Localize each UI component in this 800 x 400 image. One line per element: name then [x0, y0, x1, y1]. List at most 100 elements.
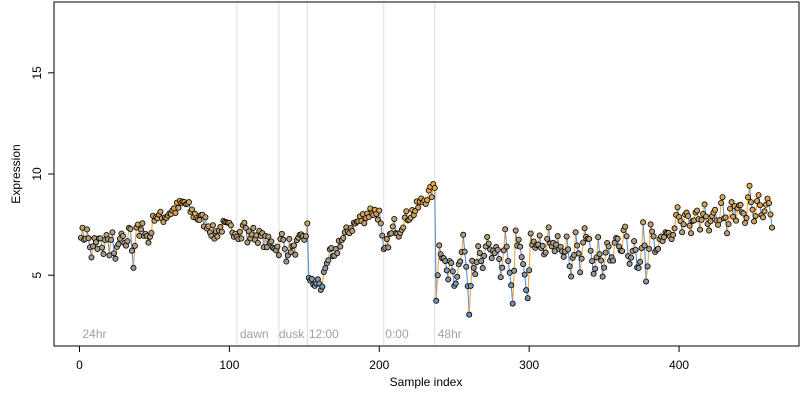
data-point — [214, 233, 221, 240]
data-point — [148, 229, 155, 236]
data-point — [581, 225, 588, 232]
data-point — [254, 239, 261, 246]
x-axis: 0 100 200 300 400 — [76, 345, 689, 372]
data-point — [238, 235, 245, 242]
data-point — [751, 218, 758, 225]
data-point — [85, 235, 92, 242]
data-point — [526, 267, 533, 274]
data-point — [434, 272, 441, 279]
data-point — [361, 220, 368, 227]
data-point — [403, 208, 410, 215]
annotation-label-2: dusk — [279, 327, 305, 341]
data-point — [263, 244, 270, 251]
series-segment — [528, 233, 532, 271]
data-point — [119, 232, 126, 239]
data-point — [722, 214, 729, 221]
data-point — [124, 238, 131, 245]
data-point — [488, 255, 495, 262]
data-point — [619, 248, 626, 255]
series-segment — [648, 224, 652, 249]
data-point — [185, 199, 192, 206]
series-segment — [578, 253, 581, 273]
data-point — [502, 226, 509, 233]
data-point — [586, 235, 593, 242]
annotation-label-4: 0:00 — [385, 327, 409, 341]
data-point — [376, 207, 383, 214]
data-point — [500, 247, 507, 254]
data-point — [706, 227, 713, 234]
data-point — [749, 206, 756, 213]
series-segment — [434, 188, 437, 301]
data-point — [479, 265, 486, 272]
data-point — [632, 246, 639, 253]
data-point — [544, 235, 551, 242]
data-point — [319, 283, 326, 290]
data-point — [385, 244, 392, 251]
data-point — [743, 215, 750, 222]
data-point — [334, 250, 341, 257]
data-point — [628, 254, 635, 261]
data-point — [712, 206, 719, 213]
data-point — [725, 220, 732, 227]
data-point — [539, 242, 546, 249]
data-point — [767, 211, 774, 218]
data-point — [236, 228, 243, 235]
data-point — [698, 216, 705, 223]
series-segment — [468, 285, 472, 315]
data-point — [626, 260, 633, 267]
data-point — [566, 263, 573, 270]
data-point — [470, 264, 477, 271]
data-point — [448, 259, 455, 266]
x-tick-label-3: 300 — [519, 358, 539, 372]
data-point — [575, 250, 582, 257]
data-point — [703, 213, 710, 220]
data-point — [521, 271, 528, 278]
data-point — [110, 250, 117, 257]
data-point — [568, 273, 575, 280]
data-point — [644, 263, 651, 270]
data-point — [443, 267, 450, 274]
data-point — [724, 230, 731, 237]
annotation-label-5: 48hr — [438, 327, 462, 341]
data-point — [494, 246, 501, 253]
annotation-label-0: 24hr — [82, 327, 106, 341]
data-point — [670, 231, 677, 238]
data-point — [511, 267, 518, 274]
series-segment — [642, 222, 646, 246]
data-point — [485, 240, 492, 247]
data-point — [542, 249, 549, 256]
data-point — [449, 268, 456, 275]
data-point — [733, 217, 740, 224]
data-point — [515, 236, 522, 243]
data-point — [188, 206, 195, 213]
data-point — [641, 242, 648, 249]
data-point — [685, 213, 692, 220]
y-tick-label-0: 5 — [30, 272, 44, 279]
data-point — [590, 270, 597, 277]
data-point — [730, 213, 737, 220]
series-segment — [745, 197, 749, 219]
data-point — [740, 210, 747, 217]
data-point — [761, 208, 768, 215]
series-segment — [621, 230, 625, 252]
data-point — [745, 194, 752, 201]
data-point — [460, 231, 467, 238]
data-point — [302, 233, 309, 240]
data-point — [131, 242, 138, 249]
data-point — [172, 209, 179, 216]
data-point — [175, 204, 182, 211]
data-point — [554, 233, 561, 240]
data-point — [748, 199, 755, 206]
data-point — [227, 222, 234, 229]
data-point — [757, 202, 764, 209]
data-point — [377, 220, 384, 227]
event-guide-lines — [236, 2, 436, 346]
data-point — [89, 243, 96, 250]
data-point — [157, 208, 164, 215]
data-point — [391, 215, 398, 222]
data-point — [769, 224, 776, 231]
data-point — [322, 265, 329, 272]
x-tick-label-4: 400 — [669, 358, 689, 372]
data-point — [88, 254, 95, 261]
x-tick-label-2: 200 — [369, 358, 389, 372]
